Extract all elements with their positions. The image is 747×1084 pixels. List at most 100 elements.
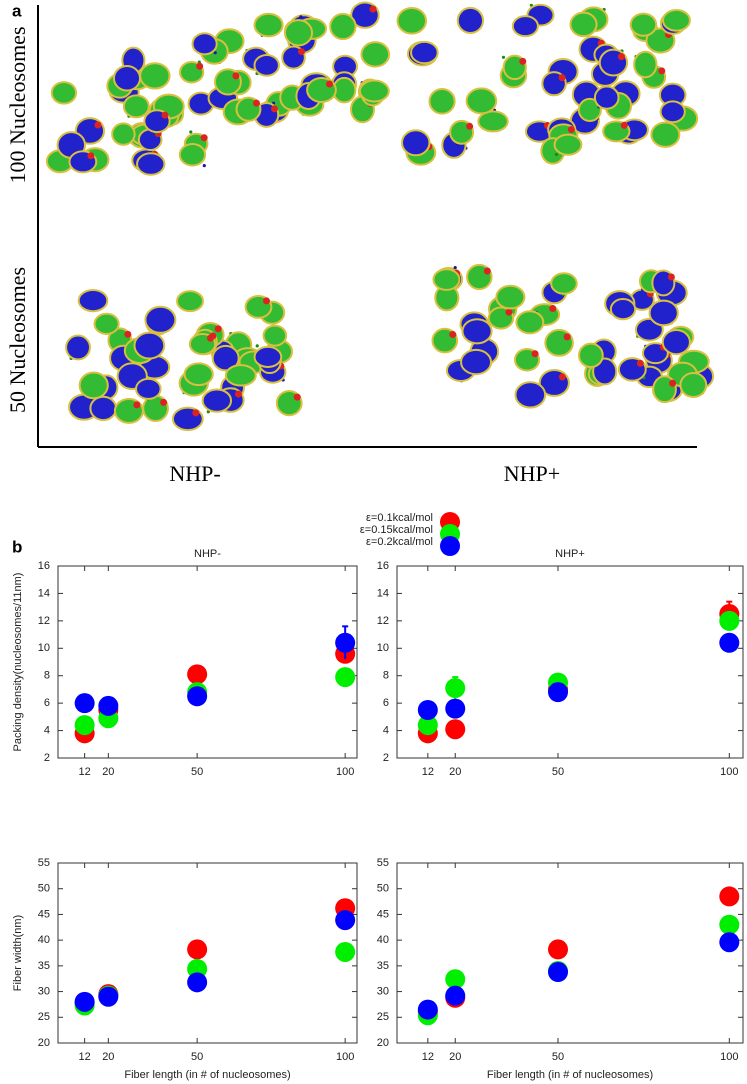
bead bbox=[161, 111, 169, 119]
column-label: NHP- bbox=[169, 461, 220, 486]
dot bbox=[453, 266, 457, 270]
dot bbox=[255, 344, 259, 348]
bead bbox=[483, 267, 491, 275]
chart-title: NHP+ bbox=[555, 548, 585, 560]
nucleosome bbox=[456, 6, 485, 35]
bead bbox=[567, 125, 575, 133]
nucleosome bbox=[178, 143, 207, 167]
nucleosome bbox=[659, 100, 686, 124]
point bbox=[548, 939, 569, 960]
nucleosome bbox=[133, 331, 166, 360]
y-tick-label: 16 bbox=[38, 560, 50, 572]
bead bbox=[214, 325, 222, 333]
point bbox=[98, 986, 119, 1007]
point bbox=[417, 715, 438, 736]
nucleosome bbox=[89, 395, 118, 422]
nucleosome bbox=[633, 50, 658, 79]
nucleosome bbox=[495, 284, 526, 310]
y-tick-label: 30 bbox=[38, 985, 50, 997]
bead bbox=[369, 5, 377, 13]
y-tick-label: 35 bbox=[38, 960, 50, 972]
y-tick-label: 20 bbox=[38, 1037, 50, 1049]
y-tick-label: 55 bbox=[377, 857, 389, 869]
y-tick-label: 40 bbox=[38, 934, 50, 946]
nucleosome bbox=[650, 121, 681, 148]
plot-frame bbox=[396, 565, 744, 759]
bead bbox=[658, 67, 666, 75]
point bbox=[335, 910, 356, 931]
plot-frame bbox=[396, 862, 744, 1044]
y-axis-label: Packing density(nucleosomes/11nm) bbox=[12, 573, 24, 752]
x-axis-label: Fiber length (in # of nucleosomes) bbox=[487, 1069, 653, 1081]
bead bbox=[293, 393, 301, 401]
nucleosome bbox=[410, 40, 439, 65]
bead bbox=[192, 409, 200, 417]
point bbox=[445, 969, 466, 990]
y-tick-label: 16 bbox=[377, 560, 389, 572]
nucleosome bbox=[461, 318, 493, 345]
point bbox=[719, 632, 740, 653]
point bbox=[335, 941, 356, 962]
x-tick-label: 20 bbox=[102, 1051, 114, 1063]
point bbox=[335, 632, 356, 653]
bead bbox=[636, 359, 644, 367]
nucleosome bbox=[460, 348, 493, 376]
row-label: 100 Nucleosomes bbox=[5, 26, 30, 183]
nucleosome bbox=[629, 12, 658, 37]
x-tick-label: 100 bbox=[336, 1051, 354, 1063]
nucleosome bbox=[77, 288, 109, 313]
point bbox=[187, 664, 208, 685]
bead bbox=[200, 134, 208, 142]
point bbox=[187, 972, 208, 993]
bead bbox=[466, 122, 474, 130]
nucleosome bbox=[283, 19, 314, 47]
legend-label: ε=0.15kcal/mol bbox=[360, 524, 433, 536]
point bbox=[719, 610, 740, 631]
nucleosome bbox=[224, 364, 257, 387]
y-tick-label: 4 bbox=[383, 724, 389, 736]
y-tick-label: 12 bbox=[38, 615, 50, 627]
nucleosome bbox=[262, 324, 288, 347]
nucleosome bbox=[578, 342, 604, 369]
dot bbox=[554, 152, 559, 157]
legend-marker bbox=[440, 536, 460, 556]
point bbox=[719, 932, 740, 953]
nucleosome bbox=[201, 388, 233, 413]
nucleosome bbox=[78, 371, 109, 400]
x-tick-label: 12 bbox=[79, 766, 91, 778]
bead bbox=[558, 373, 566, 381]
nucleosome bbox=[253, 53, 280, 77]
dot bbox=[189, 130, 193, 134]
nucleosome bbox=[550, 272, 578, 295]
x-tick-label: 100 bbox=[720, 766, 738, 778]
bead bbox=[558, 74, 566, 82]
point bbox=[335, 667, 356, 688]
y-tick-label: 50 bbox=[38, 883, 50, 895]
x-tick-label: 50 bbox=[552, 766, 564, 778]
nucleosome bbox=[93, 312, 120, 336]
nucleosome bbox=[122, 94, 150, 119]
nucleosome bbox=[661, 9, 691, 32]
legend-label: ε=0.1kcal/mol bbox=[366, 512, 433, 524]
bead bbox=[207, 334, 215, 342]
nucleosome bbox=[514, 381, 547, 409]
point bbox=[417, 999, 438, 1020]
nucleosome bbox=[661, 329, 691, 356]
y-tick-label: 50 bbox=[377, 883, 389, 895]
point bbox=[719, 914, 740, 935]
point bbox=[74, 693, 95, 714]
point bbox=[445, 985, 466, 1006]
y-tick-label: 2 bbox=[44, 752, 50, 764]
bead bbox=[262, 297, 270, 305]
bead bbox=[196, 62, 204, 70]
nucleosome bbox=[50, 81, 78, 105]
nucleosome bbox=[593, 85, 620, 110]
nucleosome bbox=[136, 152, 166, 176]
chart-title: NHP- bbox=[194, 548, 221, 560]
bead bbox=[298, 48, 306, 56]
point bbox=[445, 678, 466, 699]
dot bbox=[213, 51, 217, 55]
x-tick-label: 12 bbox=[422, 1051, 434, 1063]
nucleosome bbox=[139, 62, 171, 90]
